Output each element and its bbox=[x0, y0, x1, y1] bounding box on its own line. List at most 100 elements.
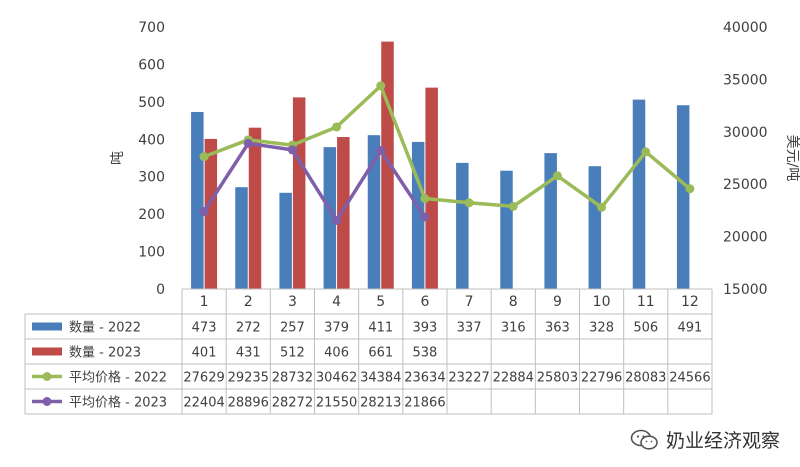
y-left-tick-label: 600 bbox=[138, 57, 165, 73]
data-label: 328 bbox=[589, 321, 614, 336]
data-label: 473 bbox=[192, 321, 217, 336]
x-tick-label: 1 bbox=[200, 294, 209, 310]
x-tick-label: 10 bbox=[593, 294, 611, 310]
data-point bbox=[685, 184, 695, 194]
y-axis-right-label: 美元/吨 bbox=[784, 135, 800, 182]
data-label: 661 bbox=[368, 346, 393, 361]
series-line bbox=[203, 84, 692, 210]
y-left-tick-label: 400 bbox=[138, 132, 165, 148]
watermark: 奶业经济观察 bbox=[630, 426, 780, 453]
bar bbox=[500, 170, 513, 289]
data-label: 23634 bbox=[404, 371, 445, 386]
y-left-tick-label: 300 bbox=[138, 170, 165, 186]
data-point bbox=[552, 171, 562, 181]
y-right-tick-label: 25000 bbox=[723, 177, 768, 193]
y-axis-left-label: 吨 bbox=[110, 151, 126, 165]
bar bbox=[235, 187, 248, 289]
y-left-tick-label: 700 bbox=[138, 20, 165, 36]
legend-key bbox=[32, 322, 62, 331]
data-label: 28732 bbox=[272, 371, 313, 386]
data-point bbox=[199, 152, 209, 162]
legend-label: 数量 - 2022 bbox=[69, 321, 141, 336]
bar bbox=[191, 111, 204, 289]
data-label: 30462 bbox=[316, 371, 357, 386]
legend-label: 平均价格 - 2022 bbox=[69, 370, 167, 386]
bar bbox=[323, 147, 337, 289]
data-label: 491 bbox=[678, 321, 703, 336]
legend-key-marker bbox=[42, 372, 52, 381]
data-label: 25803 bbox=[537, 371, 578, 386]
data-label: 316 bbox=[501, 321, 526, 336]
data-label: 257 bbox=[280, 321, 305, 336]
bar bbox=[544, 153, 557, 289]
bar bbox=[204, 138, 218, 289]
data-label: 28083 bbox=[625, 371, 666, 386]
bar bbox=[381, 41, 394, 290]
x-tick-label: 3 bbox=[288, 294, 297, 310]
bar bbox=[411, 141, 425, 289]
data-label: 363 bbox=[545, 321, 570, 336]
data-label: 28272 bbox=[272, 396, 313, 411]
data-label: 512 bbox=[280, 346, 305, 361]
data-point bbox=[420, 212, 430, 222]
data-label: 22404 bbox=[183, 396, 224, 411]
data-label: 24566 bbox=[669, 371, 710, 386]
bar bbox=[337, 137, 350, 289]
bar bbox=[292, 97, 306, 289]
data-label: 21550 bbox=[316, 396, 357, 411]
bar bbox=[456, 162, 469, 289]
x-tick-label: 2 bbox=[244, 294, 253, 310]
y-right-tick-label: 15000 bbox=[723, 282, 768, 298]
data-label: 272 bbox=[236, 321, 261, 336]
data-label: 34384 bbox=[360, 371, 401, 386]
data-point bbox=[376, 81, 386, 91]
data-label: 337 bbox=[457, 321, 482, 336]
data-label: 27629 bbox=[183, 371, 224, 386]
data-point bbox=[508, 201, 518, 211]
x-tick-label: 9 bbox=[553, 294, 562, 310]
x-tick-label: 11 bbox=[637, 294, 655, 310]
bar bbox=[279, 192, 292, 289]
data-point bbox=[376, 146, 386, 156]
x-tick-label: 4 bbox=[332, 294, 341, 310]
legend-key bbox=[32, 347, 62, 356]
data-label: 22884 bbox=[493, 371, 534, 386]
legend-key-marker bbox=[42, 397, 52, 406]
bar bbox=[632, 99, 646, 290]
y-left-tick-label: 200 bbox=[138, 207, 165, 223]
data-label: 21866 bbox=[404, 396, 445, 411]
data-point bbox=[641, 147, 651, 157]
wechat-icon bbox=[630, 429, 658, 450]
data-label: 393 bbox=[413, 321, 438, 336]
data-label: 22796 bbox=[581, 371, 622, 386]
y-left-tick-label: 500 bbox=[138, 95, 165, 111]
y-right-tick-label: 20000 bbox=[723, 230, 768, 246]
data-label: 538 bbox=[413, 346, 438, 361]
data-label: 411 bbox=[368, 321, 393, 336]
bar bbox=[367, 135, 381, 289]
data-label: 431 bbox=[236, 346, 261, 361]
y-right-tick-label: 35000 bbox=[723, 72, 768, 88]
data-label: 23227 bbox=[448, 371, 489, 386]
x-tick-label: 7 bbox=[465, 294, 474, 310]
data-point bbox=[464, 198, 474, 208]
data-label: 29235 bbox=[228, 371, 269, 386]
y-right-tick-label: 30000 bbox=[723, 125, 768, 141]
x-tick-label: 6 bbox=[420, 294, 429, 310]
data-label: 28896 bbox=[228, 396, 269, 411]
x-tick-label: 8 bbox=[509, 294, 518, 310]
data-point bbox=[332, 215, 342, 225]
data-point bbox=[243, 138, 253, 148]
bar bbox=[425, 87, 438, 290]
data-point bbox=[332, 122, 342, 132]
y-right-tick-label: 40000 bbox=[723, 20, 768, 36]
data-label: 379 bbox=[324, 321, 349, 336]
data-label: 506 bbox=[633, 321, 658, 336]
data-label: 401 bbox=[192, 346, 217, 361]
data-point bbox=[199, 206, 209, 216]
legend-label: 数量 - 2023 bbox=[69, 346, 141, 361]
x-tick-label: 5 bbox=[376, 294, 385, 310]
y-left-tick-label: 100 bbox=[138, 245, 165, 261]
bar bbox=[588, 166, 602, 289]
